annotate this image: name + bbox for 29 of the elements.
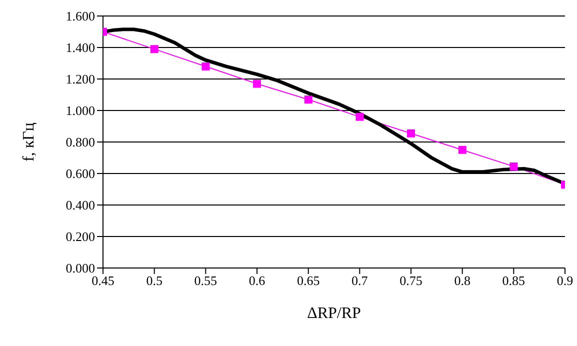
point (458, 146, 466, 154)
x-tick-label: 0.7 (352, 273, 368, 288)
point (407, 129, 415, 138)
y-tick-label: 0.800 (66, 134, 95, 150)
y-tick-label: 1.600 (66, 8, 95, 24)
point (150, 45, 158, 54)
x-tick-label: 0.75 (400, 273, 422, 288)
y-tick-label: 1.000 (66, 103, 95, 118)
x-tick-label: 0.5 (146, 273, 162, 288)
y-tick-label: 1.200 (66, 72, 95, 87)
y-axis-title: f, кГц (20, 122, 38, 162)
point (202, 62, 210, 70)
y-tick-label: 0.200 (66, 229, 95, 244)
point (510, 162, 518, 170)
y-tick-label: 0.000 (66, 260, 95, 276)
x-tick-label: 0.55 (194, 273, 218, 288)
y-tick-label: 1.400 (66, 40, 95, 56)
x-axis-title: ΔRP/RP (307, 305, 362, 322)
x-tick-label: 0.8 (454, 273, 470, 288)
x-tick-label: 0.45 (92, 273, 114, 288)
y-tick-label: 0.400 (66, 198, 95, 213)
y-tick-label: 0.600 (66, 166, 95, 182)
x-tick-label: 0.85 (502, 273, 526, 288)
point (253, 80, 261, 88)
point (304, 95, 312, 104)
x-tick-label: 0.6 (248, 273, 266, 288)
x-tick-label: 0.9 (556, 273, 574, 288)
point (356, 112, 364, 121)
x-tick-label: 0.65 (296, 273, 320, 288)
